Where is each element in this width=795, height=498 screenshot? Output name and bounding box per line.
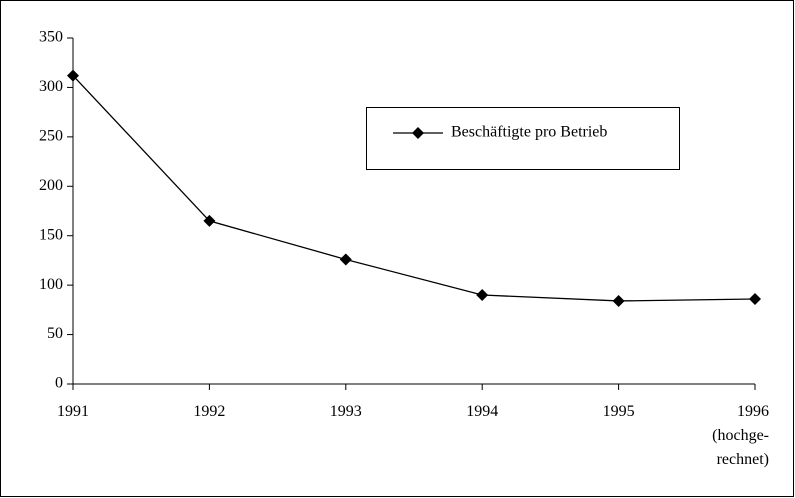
x-tick-label: 1993 <box>329 403 362 420</box>
marker <box>203 214 216 227</box>
y-tick-label: 0 <box>55 375 63 392</box>
x-tick-label: 1992 <box>193 403 226 420</box>
x-tick-label: 1996 (hochge- rechnet) <box>712 403 769 468</box>
legend-box <box>366 107 680 170</box>
y-tick-label: 100 <box>39 276 63 293</box>
marker <box>476 289 489 302</box>
y-tick-label: 150 <box>39 226 63 243</box>
legend-label: Beschäftigte pro Betrieb <box>451 124 607 141</box>
marker <box>339 253 352 266</box>
y-tick-label: 300 <box>39 78 63 95</box>
marker <box>412 127 424 139</box>
marker <box>612 294 625 307</box>
x-tick-label: 1994 <box>466 403 499 420</box>
y-tick-label: 200 <box>39 177 63 194</box>
x-tick-label: 1991 <box>57 403 89 420</box>
line <box>72 75 756 302</box>
y-tick-label: 350 <box>39 29 63 46</box>
marker <box>67 69 79 82</box>
x-tick-label: 1995 <box>602 403 635 420</box>
y-tick-label: 250 <box>39 128 63 145</box>
y-tick-label: 50 <box>47 325 63 342</box>
marker <box>749 292 761 305</box>
